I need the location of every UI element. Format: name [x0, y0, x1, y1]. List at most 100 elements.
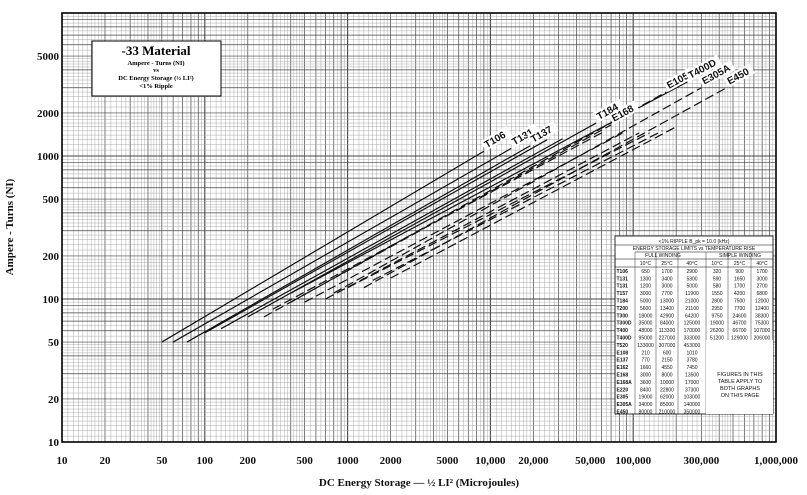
table-cell: 19000 [639, 395, 653, 401]
table-cell: 46700 [733, 321, 747, 327]
y-tick-label: 100 [43, 294, 60, 306]
table-cell: 1300 [640, 276, 651, 282]
table-cell: 62000 [660, 395, 674, 401]
curves [161, 81, 727, 343]
chart-subtitle-line-3: DC Energy Storage (½ LI²) [118, 75, 193, 82]
table-cell: 34000 [639, 402, 653, 408]
x-tick-label: 10 [57, 455, 69, 467]
table-cell: 10000 [660, 380, 674, 386]
table-row-label: T300D [617, 321, 632, 327]
series-line [372, 130, 663, 281]
series-label-bg [527, 121, 559, 146]
table-cell: 1700 [734, 284, 745, 290]
table-cell: 590 [713, 276, 722, 282]
table-title-line-2: ENERGY STORAGE LIMITS vs TEMPERATURE RIS… [633, 246, 756, 252]
table-group-simple-winding: SIMPLE WINDING [719, 253, 761, 259]
table-cell: 9750 [711, 313, 722, 319]
table-note-line-4: ON THIS PAGE [721, 393, 760, 399]
chart-subtitle-line-4: <1% Ripple [139, 83, 173, 90]
table-row-label: T400 [617, 328, 629, 334]
table-cell: 2700 [756, 284, 767, 290]
table-row-label: T200 [617, 306, 629, 312]
table-row-label: E220 [617, 387, 629, 393]
table-cell: 7450 [686, 365, 697, 371]
chart-subtitle-line-1: Ampere - Turns (NI) [127, 60, 184, 67]
table-cell: 1700 [661, 269, 672, 275]
x-tick-label: 100 [197, 455, 214, 467]
table-cell: 107000 [754, 328, 771, 334]
x-tick-labels: 10 20 50 100 200 500 1000 2000 5000 10,000 20,000 5… [57, 455, 799, 467]
series-label-bg [508, 123, 540, 149]
table-cell: 600 [663, 350, 672, 356]
x-tick-label: 1000 [337, 455, 360, 467]
x-tick-label: 50 [156, 455, 168, 467]
table-cell: 210 [641, 350, 650, 356]
table-cell: 2150 [661, 358, 672, 364]
table-grid [614, 244, 774, 414]
table-row-label: E108 [617, 350, 629, 356]
table-cell: 13400 [660, 306, 674, 312]
table-col-header: 25°C [661, 261, 673, 267]
table-row-label: T400D [617, 336, 632, 342]
table-cell: 95000 [639, 336, 653, 342]
table-cell: 5600 [640, 306, 651, 312]
table-cell: 7700 [661, 291, 672, 297]
energy-storage-table: <1% RIPPLE B_pk = 10.0 (kHz) ENERGY STOR… [614, 235, 774, 416]
table-cell: 66700 [733, 328, 747, 334]
x-tick-label: 20,000 [518, 455, 549, 467]
table-cell: 580 [713, 284, 722, 290]
table-cell: 51200 [710, 336, 724, 342]
table-cell: 1200 [640, 284, 651, 290]
table-col-header: 10°C [640, 261, 652, 267]
chart-subtitle-line-2: vs [153, 67, 159, 74]
table-cell: 5000 [686, 284, 697, 290]
series-line-t137 [186, 145, 531, 343]
table-cell: 770 [641, 358, 650, 364]
table-cell: 206000 [754, 336, 771, 342]
table-cell: 12400 [755, 306, 769, 312]
table-cell: 1010 [686, 350, 697, 356]
y-tick-label: 20 [48, 394, 60, 406]
table-cell: 3780 [686, 358, 697, 364]
series-label-bg [684, 54, 722, 82]
y-tick-label: 2000 [37, 108, 60, 120]
table-cell: 17000 [685, 380, 699, 386]
table-note-line-1: FIGURES IN THIS [717, 372, 763, 378]
table-cell: 8000 [661, 373, 672, 379]
table-cell: 18000 [639, 313, 653, 319]
table-cell: 19000 [710, 321, 724, 327]
table-cell: 13500 [685, 373, 699, 379]
table-col-header: 25°C [734, 261, 746, 267]
series-line-t131 [172, 147, 512, 343]
table-cell: 11900 [685, 291, 699, 297]
table-cell: 3000 [640, 291, 651, 297]
table-col-header: 40°C [756, 261, 768, 267]
table-cell: 1700 [756, 269, 767, 275]
table-cell: 22800 [660, 387, 674, 393]
chart-title: -33 Material [122, 43, 191, 58]
series-line-e305a [333, 87, 702, 294]
table-cell: 140000 [684, 402, 701, 408]
y-axis-label: Ampere - Turns (NI) [4, 178, 16, 275]
series-line [220, 138, 563, 330]
table-cell: 64200 [685, 313, 699, 319]
table-cell: 3400 [661, 276, 672, 282]
series-label-bg [480, 126, 512, 151]
table-cell: 38300 [755, 313, 769, 319]
x-tick-label: 100,000 [615, 455, 651, 467]
table-cell: 8400 [640, 387, 651, 393]
table-cell: 3600 [640, 380, 651, 386]
table-cell: 350000 [684, 410, 701, 416]
y-tick-label: 10 [48, 437, 60, 449]
table-cell: 133000 [637, 343, 654, 349]
table-row-label: E137 [617, 358, 629, 364]
table-row-label: T300 [617, 313, 629, 319]
table-cell: 5300 [686, 276, 697, 282]
table-cell: 4550 [661, 365, 672, 371]
table-row-label: T157 [617, 291, 629, 297]
table-cell: 125000 [684, 321, 701, 327]
table-col-header: 10°C [711, 261, 723, 267]
y-tick-label: 200 [43, 251, 60, 263]
table-group-full-winding: FULL WINDING [645, 253, 681, 259]
